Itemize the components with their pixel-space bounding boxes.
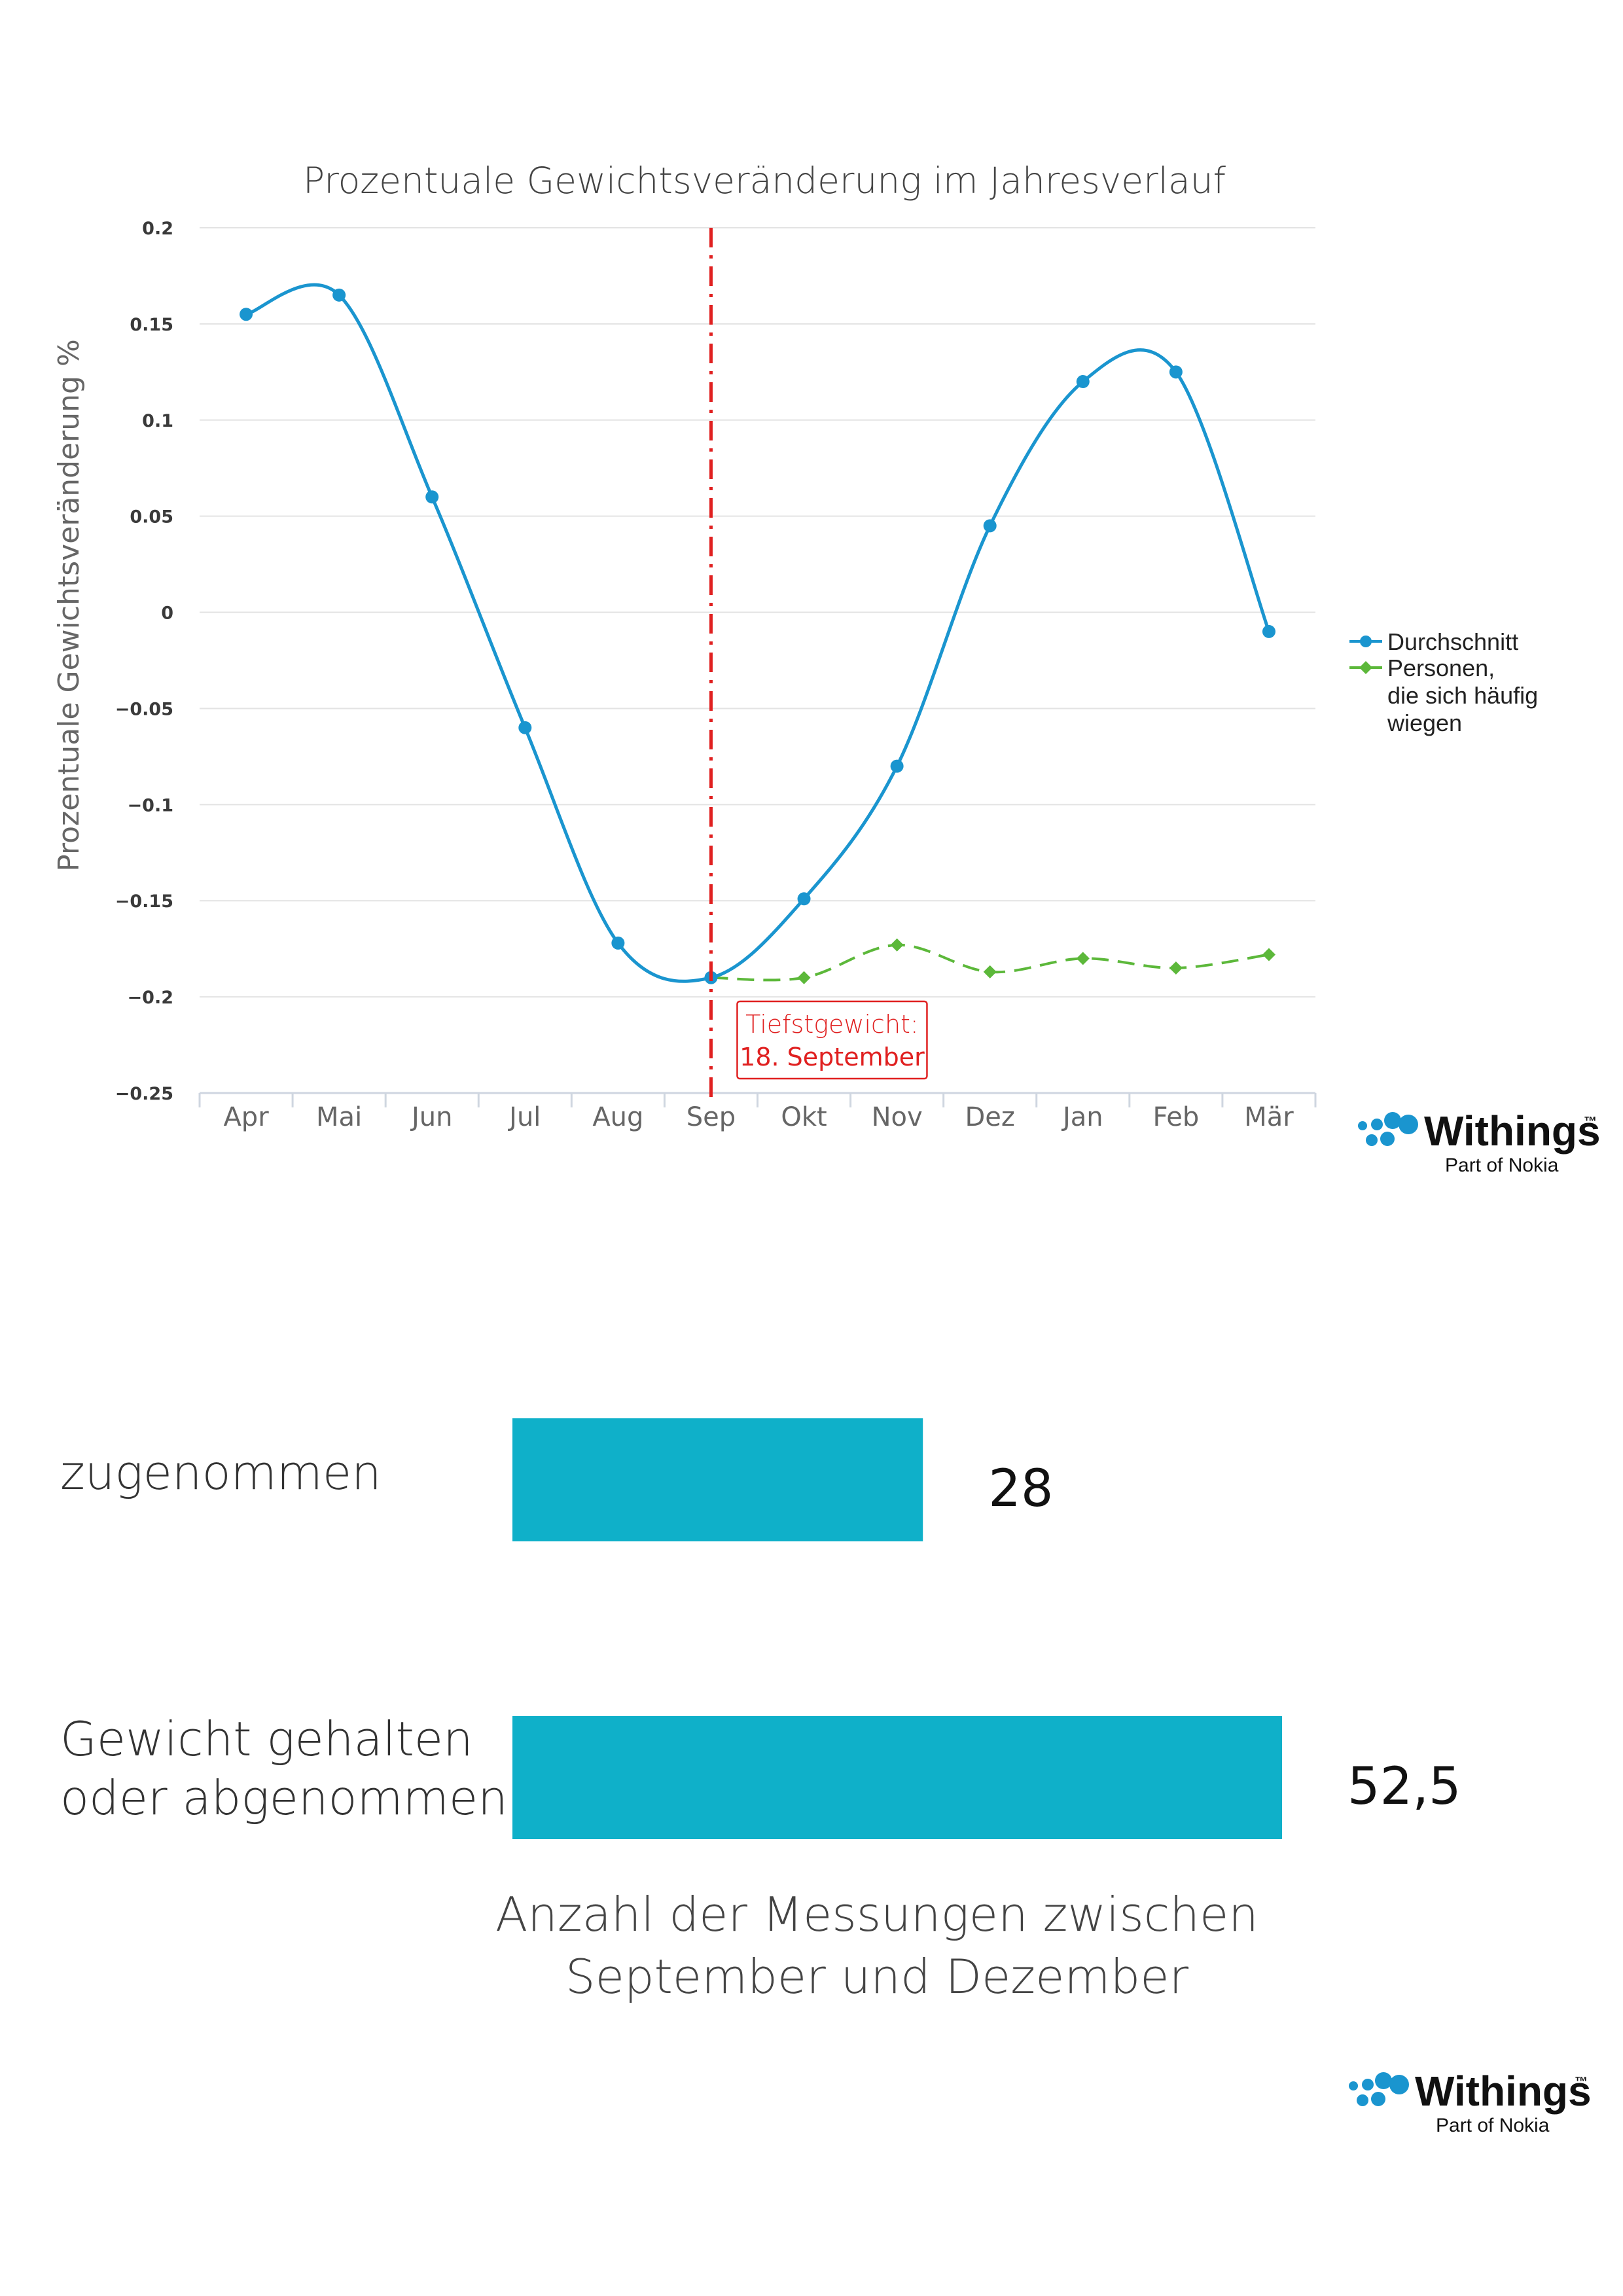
logo-trademark: ™ xyxy=(1575,2075,1588,2089)
data-point-average xyxy=(1076,375,1090,389)
bar-value-kept-or-lost: 52,5 xyxy=(1347,1757,1461,1816)
grid-lines xyxy=(200,227,1315,1094)
y-tick-label: −0.2 xyxy=(128,988,173,1008)
x-tick-label: Feb xyxy=(1152,1102,1199,1132)
legend-label-average: Durchschnitt xyxy=(1387,628,1518,655)
y-tick-label: 0 xyxy=(161,603,173,624)
legend-label-frequent-1: Personen, xyxy=(1387,655,1495,681)
series-line-average xyxy=(245,283,1271,983)
data-point-average xyxy=(797,892,811,906)
bar-value-gained: 28 xyxy=(988,1460,1053,1518)
lowest-weight-date: 18. September xyxy=(740,1043,925,1071)
legend: Durchschnitt Personen, die sich häufig w… xyxy=(1349,628,1538,736)
data-point-frequent xyxy=(797,971,811,984)
y-tick-label: −0.1 xyxy=(128,795,173,816)
x-tick-label: Mär xyxy=(1244,1102,1294,1132)
bar-gained xyxy=(512,1418,923,1541)
line-chart-title: Prozentuale Gewichtsveränderung im Jahre… xyxy=(303,160,1226,202)
lowest-weight-label: Tiefstgewicht: xyxy=(745,1010,919,1039)
y-axis-label: Prozentuale Gewichtsveränderung % xyxy=(52,339,86,872)
series-layer xyxy=(240,283,1275,984)
x-tick-label: Aug xyxy=(592,1102,643,1132)
legend-marker-frequent xyxy=(1359,661,1372,674)
y-tick-label: 0.05 xyxy=(130,507,173,528)
legend-label-frequent-2: die sich häufig xyxy=(1387,682,1538,709)
x-tick-label: Jul xyxy=(507,1102,541,1132)
x-tick-label: Apr xyxy=(223,1102,269,1132)
y-tick-label: 0.2 xyxy=(142,219,173,239)
x-tick-label: Okt xyxy=(781,1102,827,1132)
data-point-frequent xyxy=(1262,948,1275,961)
data-point-average xyxy=(983,519,997,533)
x-tick-label: Sep xyxy=(687,1102,736,1132)
logo-trademark: ™ xyxy=(1584,1115,1597,1129)
x-axis: Apr Mai Jun Jul Aug Sep Okt Nov Dez Jan Feb Mär xyxy=(198,1092,1317,1132)
data-point-average xyxy=(240,308,253,321)
lowest-weight-box xyxy=(736,1000,928,1080)
y-tick-label: 0.1 xyxy=(142,411,173,431)
legend-marker-average xyxy=(1360,636,1372,647)
bar-label-kept-1: Gewicht gehalten xyxy=(60,1712,473,1767)
y-axis-ticks: 0.2 0.15 0.1 0.05 0 −0.05 −0.1 −0.15 −0.2 −0.25 xyxy=(115,219,173,1104)
data-point-average xyxy=(890,759,904,773)
y-tick-label: −0.05 xyxy=(115,699,173,719)
bar-caption-1: Anzahl der Messungen zwischen xyxy=(495,1887,1258,1942)
data-point-average xyxy=(425,490,439,504)
data-point-frequent xyxy=(1076,952,1090,965)
bar-label-kept-2: oder abgenommen xyxy=(60,1770,508,1825)
legend-label-frequent-3: wiegen xyxy=(1387,709,1462,736)
lowest-weight-marker: Tiefstgewicht: 18. September xyxy=(709,228,928,1105)
data-point-frequent xyxy=(890,938,904,952)
withings-logo-bottom: Withings ™ Part of Nokia xyxy=(1349,2068,1592,2136)
x-tick-label: Nov xyxy=(872,1102,923,1132)
x-tick-label: Mai xyxy=(316,1102,362,1132)
y-tick-label: −0.25 xyxy=(115,1084,173,1104)
y-tick-label: 0.15 xyxy=(130,315,173,335)
bar-kept-or-lost xyxy=(512,1716,1282,1839)
data-point-average xyxy=(1169,365,1183,379)
data-point-average xyxy=(518,721,532,734)
withings-logo-top: Withings ™ Part of Nokia xyxy=(1358,1107,1601,1176)
x-tick-label: Dez xyxy=(965,1102,1015,1132)
withings-dots-icon xyxy=(1349,2072,1409,2106)
data-point-average xyxy=(332,288,346,302)
logo-tagline: Part of Nokia xyxy=(1436,2115,1550,2136)
data-point-average xyxy=(611,936,625,950)
legend-item-frequent: Personen, die sich häufig wiegen xyxy=(1349,655,1538,736)
y-tick-label: −0.15 xyxy=(115,891,173,912)
bar-label-gained: zugenommen xyxy=(60,1445,382,1500)
line-chart: Prozentuale Gewichtsveränderung im Jahre… xyxy=(52,160,1538,1132)
logo-wordmark: Withings xyxy=(1424,1107,1601,1155)
bar-chart: zugenommen Gewicht gehalten oder abgenom… xyxy=(60,1418,1461,2004)
x-tick-label: Jun xyxy=(410,1102,453,1132)
data-point-frequent xyxy=(983,965,997,978)
data-point-frequent xyxy=(1169,961,1183,975)
bar-caption-2: September und Dezember xyxy=(565,1949,1189,2004)
data-point-average xyxy=(1262,624,1275,638)
logo-wordmark: Withings xyxy=(1415,2068,1592,2115)
x-tick-label: Jan xyxy=(1061,1102,1103,1132)
legend-item-average: Durchschnitt xyxy=(1349,628,1518,655)
withings-dots-icon xyxy=(1358,1112,1418,1146)
logo-tagline: Part of Nokia xyxy=(1445,1155,1559,1176)
